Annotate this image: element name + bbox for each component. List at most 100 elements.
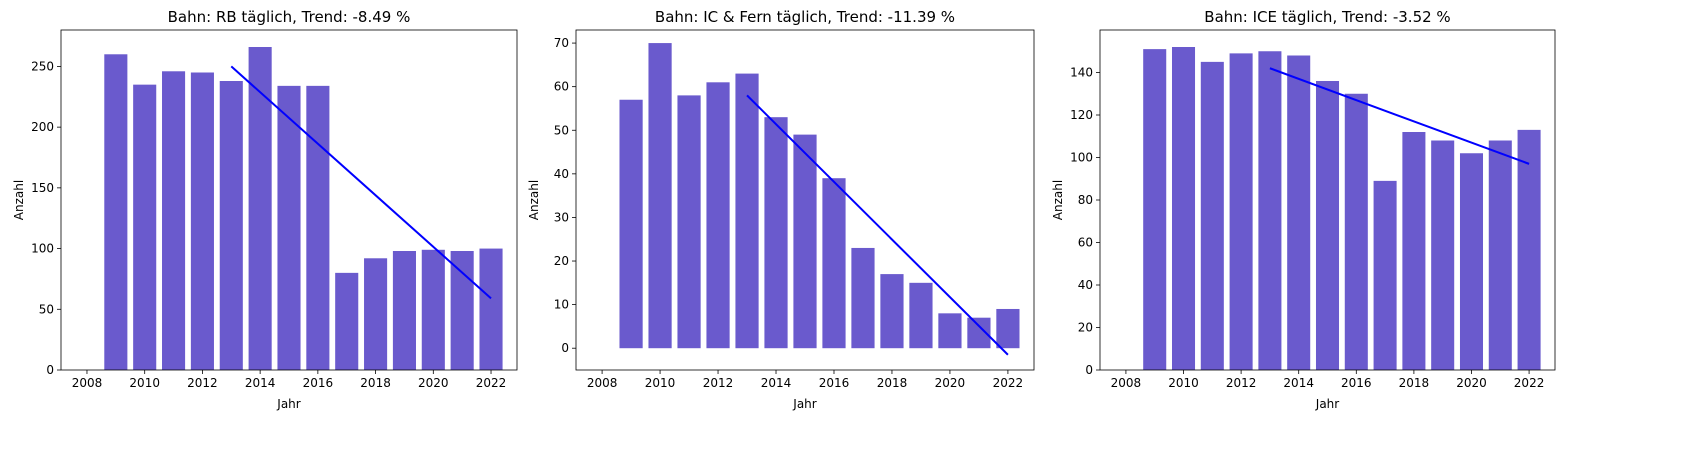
y-tick-label: 20 bbox=[1078, 321, 1093, 335]
bar bbox=[277, 85, 301, 370]
x-tick-label: 2018 bbox=[360, 376, 391, 390]
y-tick-label: 80 bbox=[1078, 193, 1093, 207]
y-tick-label: 100 bbox=[31, 242, 54, 256]
bar bbox=[938, 313, 962, 349]
y-tick-label: 140 bbox=[1070, 66, 1093, 80]
bar bbox=[1315, 81, 1340, 370]
bar bbox=[735, 73, 759, 349]
bar bbox=[104, 54, 128, 371]
bar bbox=[851, 247, 875, 349]
bar bbox=[967, 317, 991, 349]
bar bbox=[1402, 132, 1426, 370]
x-tick-label: 2014 bbox=[761, 376, 792, 390]
bar bbox=[450, 251, 474, 370]
x-tick-label: 2020 bbox=[1456, 376, 1487, 390]
chart-title: Bahn: ICE täglich, Trend: -3.52 % bbox=[1204, 8, 1450, 26]
y-tick-label: 40 bbox=[1078, 278, 1093, 292]
y-tick-label: 120 bbox=[1070, 108, 1093, 122]
trend-line bbox=[746, 94, 1009, 356]
x-tick-label: 2008 bbox=[587, 376, 618, 390]
bar bbox=[1517, 129, 1541, 370]
bar bbox=[909, 282, 933, 349]
trend-line bbox=[1269, 67, 1530, 165]
y-tick-label: 0 bbox=[46, 363, 54, 377]
y-axis-label: Anzahl bbox=[527, 180, 541, 220]
bar bbox=[1229, 53, 1253, 370]
bar bbox=[822, 178, 846, 349]
chart-2: 2008 2010 2012 2014 2016 2018 2020 2022 0 10 20 30 4… bbox=[527, 8, 1035, 411]
bar bbox=[648, 43, 672, 349]
y-tick-label: 70 bbox=[554, 36, 569, 50]
y-tick-label: 60 bbox=[554, 80, 569, 94]
x-tick-label: 2012 bbox=[703, 376, 734, 390]
x-axis-label: Jahr bbox=[1315, 397, 1339, 411]
bar bbox=[706, 82, 730, 349]
chart-1: 2008 2010 2012 2014 2016 2018 2020 2022 0 50 100 15… bbox=[12, 8, 518, 411]
y-tick-label: 20 bbox=[554, 254, 569, 268]
x-tick-label: 2022 bbox=[476, 376, 507, 390]
x-tick-label: 2010 bbox=[129, 376, 160, 390]
x-tick-label: 2016 bbox=[1341, 376, 1372, 390]
x-tick-label: 2020 bbox=[935, 376, 966, 390]
x-tick-label: 2010 bbox=[645, 376, 676, 390]
x-tick-label: 2016 bbox=[819, 376, 850, 390]
bar bbox=[619, 99, 643, 349]
bar bbox=[219, 81, 243, 370]
bar bbox=[162, 71, 186, 371]
bar bbox=[1431, 140, 1455, 370]
bar bbox=[1171, 47, 1196, 370]
bar bbox=[421, 249, 445, 370]
bar bbox=[1143, 49, 1167, 370]
bar bbox=[306, 85, 330, 370]
x-axis-label: Jahr bbox=[276, 397, 300, 411]
bar bbox=[880, 274, 904, 349]
x-tick-label: 2014 bbox=[245, 376, 276, 390]
axes-frame bbox=[575, 29, 1035, 371]
x-tick-label: 2014 bbox=[1283, 376, 1314, 390]
bar bbox=[1459, 153, 1484, 370]
x-tick-label: 2022 bbox=[993, 376, 1024, 390]
x-tick-label: 2022 bbox=[1514, 376, 1545, 390]
y-tick-label: 0 bbox=[1085, 363, 1093, 377]
x-tick-label: 2020 bbox=[418, 376, 449, 390]
bar bbox=[996, 308, 1020, 349]
x-tick-label: 2012 bbox=[1226, 376, 1257, 390]
bar bbox=[1258, 51, 1282, 370]
y-tick-label: 50 bbox=[554, 123, 569, 137]
bar bbox=[764, 117, 788, 349]
y-tick-label: 10 bbox=[554, 298, 569, 312]
axes-frame bbox=[60, 29, 518, 371]
x-tick-label: 2018 bbox=[1399, 376, 1430, 390]
x-tick-label: 2008 bbox=[72, 376, 103, 390]
x-tick-label: 2008 bbox=[1111, 376, 1142, 390]
x-tick-label: 2018 bbox=[877, 376, 908, 390]
bar bbox=[1488, 140, 1512, 370]
y-tick-label: 60 bbox=[1078, 236, 1093, 250]
bar bbox=[1200, 61, 1224, 370]
y-axis-label: Anzahl bbox=[12, 180, 26, 220]
bar bbox=[793, 134, 817, 349]
y-tick-label: 50 bbox=[39, 302, 54, 316]
bar bbox=[248, 47, 272, 370]
bar bbox=[335, 272, 359, 370]
bar bbox=[1287, 55, 1311, 370]
x-axis-label: Jahr bbox=[792, 397, 816, 411]
y-tick-label: 150 bbox=[31, 181, 54, 195]
y-tick-label: 40 bbox=[554, 167, 569, 181]
y-tick-label: 100 bbox=[1070, 151, 1093, 165]
bar bbox=[677, 95, 701, 349]
y-axis-label: Anzahl bbox=[1051, 180, 1065, 220]
bar bbox=[190, 72, 214, 370]
chart-title: Bahn: RB täglich, Trend: -8.49 % bbox=[168, 8, 411, 26]
bar bbox=[1373, 180, 1397, 370]
x-tick-label: 2010 bbox=[1168, 376, 1199, 390]
bar bbox=[479, 248, 503, 370]
y-tick-label: 250 bbox=[31, 59, 54, 73]
bar bbox=[1344, 93, 1368, 370]
bar bbox=[133, 84, 157, 371]
x-tick-label: 2012 bbox=[187, 376, 218, 390]
y-tick-label: 200 bbox=[31, 120, 54, 134]
chart-title: Bahn: IC & Fern täglich, Trend: -11.39 % bbox=[655, 8, 955, 26]
